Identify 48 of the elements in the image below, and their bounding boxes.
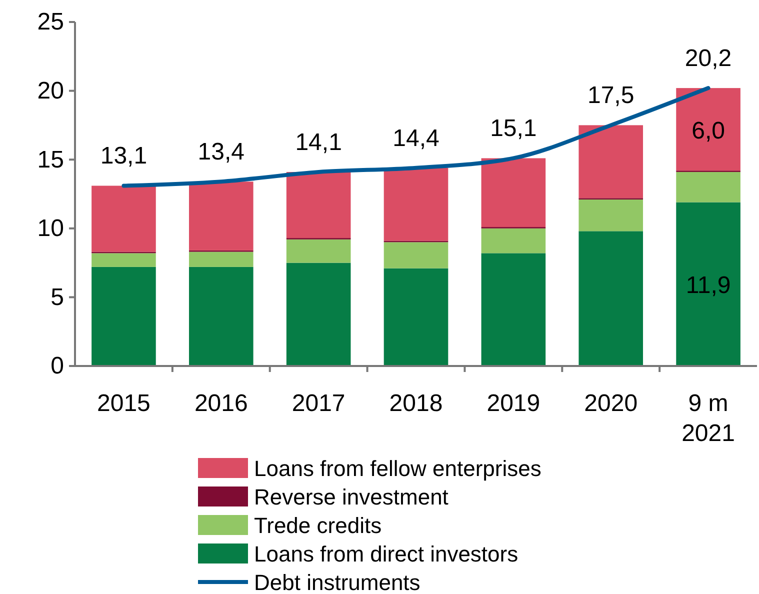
bar [384,268,448,366]
bar [188,252,254,267]
legend-label: Debt instruments [254,570,420,594]
x-tick-label: 2015 [97,390,150,417]
bar [384,242,448,268]
bar [578,200,644,232]
legend-label: Loans from fellow enterprises [254,456,542,481]
bar [481,228,546,254]
bar [188,182,254,250]
x-tick-label: 2019 [486,390,540,417]
bar [286,239,351,263]
legend-label: Reverse investment [254,484,448,510]
data-label: 20,2 [684,45,732,72]
bar [92,266,156,366]
bar [384,168,448,241]
legend-label: Loans from direct investors [254,542,518,566]
y-tick-label: 0 [50,352,64,380]
bar [676,172,740,202]
x-tick-label: 9 m 2021 [682,390,735,447]
legend-label: Trede credits [254,513,382,538]
data-label: 6,0 [692,117,725,144]
x-tick-label: 2016 [194,390,248,417]
data-label: 14,1 [295,128,342,156]
y-tick-label: 20 [37,77,64,104]
bar [676,202,740,366]
data-label: 17,5 [588,82,634,110]
y-tick-label: 5 [50,284,64,311]
data-label: 11,9 [686,272,731,300]
data-label: 14,4 [392,124,440,152]
data-label: 13,1 [100,142,148,170]
bar [578,125,644,198]
bar [286,262,351,366]
x-tick-label: 2017 [292,390,346,417]
bar [676,88,740,171]
y-tick-label: 15 [37,146,64,174]
y-tick-label: 25 [37,8,64,36]
data-label: 15,1 [490,115,537,142]
bar [92,253,156,267]
bar [188,266,254,366]
y-tick-label: 10 [37,215,64,242]
bar [286,172,351,238]
bar [92,186,156,252]
bar [481,253,546,366]
x-tick-label: 2020 [584,390,638,417]
bar [578,231,644,366]
bar [481,158,546,228]
x-tick-label: 2018 [389,390,443,417]
data-label: 13,4 [198,138,244,166]
